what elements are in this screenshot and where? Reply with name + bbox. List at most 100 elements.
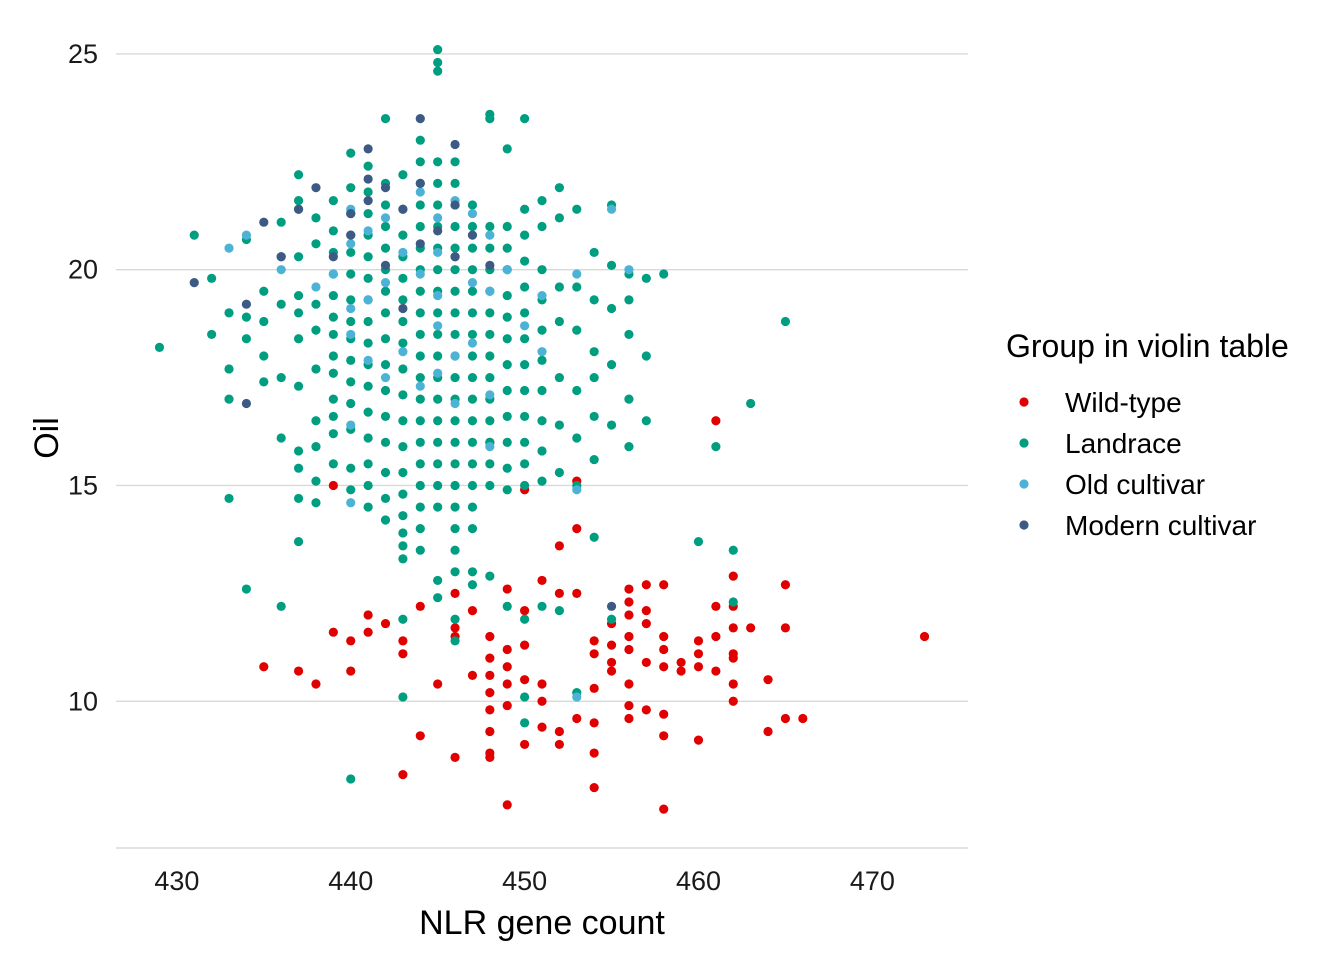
data-point [311,442,321,452]
data-point [311,325,321,335]
data-point [746,398,756,409]
data-point [572,692,582,702]
data-point [433,368,443,378]
data-point [589,347,599,357]
data-point [554,420,564,430]
data-point [485,286,495,296]
data-point [467,329,478,340]
data-point [311,364,321,374]
data-point [450,286,460,296]
data-point [572,385,582,396]
data-point [520,614,530,624]
data-point [450,243,460,253]
data-point [624,597,634,607]
data-points [154,44,930,814]
data-point [363,627,373,637]
data-point [485,329,495,340]
data-point [485,221,495,232]
data-point [450,200,460,210]
y-tick-label: 20 [68,255,98,285]
data-point [467,416,478,426]
data-point [259,316,269,327]
data-point [537,446,547,456]
data-point [433,679,443,689]
data-point [502,800,512,810]
data-point [276,299,286,309]
data-point [398,528,408,538]
x-axis-title: NLR gene count [419,904,665,942]
data-point [485,688,495,698]
data-point [398,416,408,426]
data-point [520,334,530,344]
data-point [537,196,547,206]
data-point [415,200,425,210]
data-point [224,308,234,318]
data-point [415,601,425,611]
data-point [363,187,373,197]
data-point [502,221,512,232]
legend-items: Wild-type Landrace Old cultivar Modern cult… [1019,387,1256,541]
data-point [415,394,425,404]
data-point [467,480,478,491]
data-point [450,139,460,150]
data-point [450,178,460,188]
data-point [207,329,217,340]
data-point [641,705,651,715]
data-point [293,196,304,206]
data-point [415,239,425,249]
data-point [485,480,495,491]
data-point [363,226,373,236]
data-point [520,321,530,331]
data-point [624,631,634,642]
data-point [380,183,391,193]
data-point [467,221,478,232]
data-point [485,726,495,737]
data-point [415,308,425,318]
data-point [346,295,356,305]
data-point [520,640,530,650]
data-point [415,545,425,555]
data-point [363,208,373,219]
data-point [363,338,373,348]
data-point [363,355,373,365]
series-wild-type [259,416,930,814]
data-point [259,662,269,672]
data-point [328,627,338,637]
data-point [380,286,391,296]
data-point [554,282,564,292]
data-point [311,213,321,223]
data-point [676,666,686,676]
data-point [467,670,478,680]
data-point [572,485,582,495]
data-point [502,662,512,672]
data-point [380,260,391,270]
data-point [276,252,286,262]
data-point [659,580,669,590]
data-point [520,204,530,214]
data-point [728,696,738,706]
data-point [415,381,425,391]
data-point [780,713,791,724]
data-point [502,644,512,655]
data-point [259,286,269,296]
data-point [328,351,338,361]
data-point [433,200,443,210]
data-point [450,502,460,512]
data-point [485,308,495,318]
data-point [589,247,599,258]
data-point [380,221,391,232]
data-point [624,394,634,404]
x-tick-labels: 430 440 450 460 470 [154,866,895,896]
data-point [467,437,478,447]
data-point [485,631,495,642]
data-point [433,308,443,318]
data-point [346,208,356,219]
data-point [398,770,408,780]
data-point [467,243,478,253]
data-point [293,252,304,262]
data-point [520,480,530,491]
data-point [502,437,512,447]
data-point [293,204,304,214]
data-point [467,200,478,210]
legend-key [1019,397,1029,407]
